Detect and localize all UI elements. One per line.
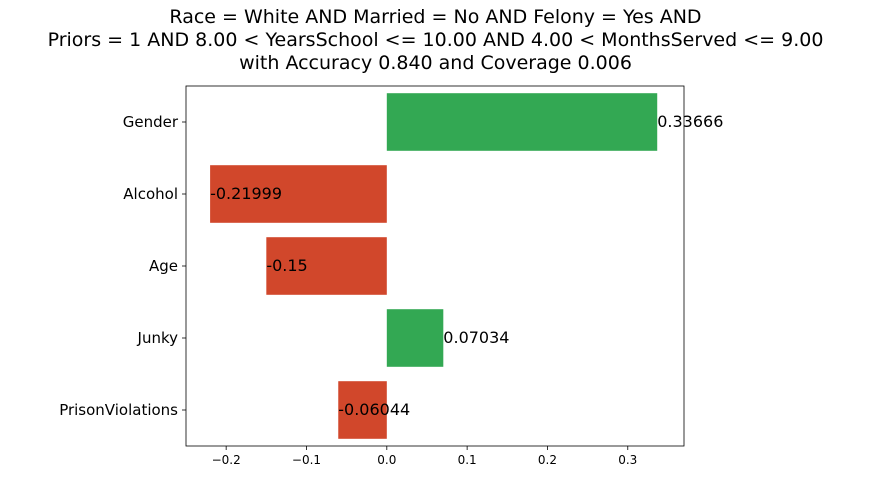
bar-prisonviolations [338, 381, 387, 439]
x-tick-label: −0.2 [212, 453, 241, 467]
category-label: Junky [137, 329, 179, 347]
category-label: Alcohol [123, 185, 178, 203]
plot-frame [185, 85, 685, 447]
bar-gender [386, 93, 658, 151]
category-label: PrisonViolations [59, 401, 178, 419]
value-label: -0.15 [266, 256, 307, 275]
bar-junky [386, 309, 444, 367]
value-label: 0.07034 [443, 328, 509, 347]
x-tick-label: 0.0 [377, 453, 396, 467]
bar-age [266, 237, 387, 295]
x-tick-label: 0.2 [538, 453, 557, 467]
value-label: -0.21999 [210, 184, 282, 203]
category-label: Gender [123, 113, 179, 131]
value-label: 0.33666 [657, 112, 723, 131]
bar-alcohol [210, 165, 387, 223]
chart-title-line-2: Priors = 1 AND 8.00 < YearsSchool <= 10.… [47, 29, 824, 51]
x-tick-label: −0.1 [292, 453, 321, 467]
chart-title: Race = White AND Married = No AND Felony… [0, 6, 871, 75]
chart-title-line-3: with Accuracy 0.840 and Coverage 0.006 [239, 52, 632, 74]
x-tick-label: 0.1 [458, 453, 477, 467]
chart-title-line-1: Race = White AND Married = No AND Felony… [169, 6, 702, 28]
x-tick-label: 0.3 [618, 453, 637, 467]
value-label: -0.06044 [338, 400, 410, 419]
category-label: Age [149, 257, 178, 275]
